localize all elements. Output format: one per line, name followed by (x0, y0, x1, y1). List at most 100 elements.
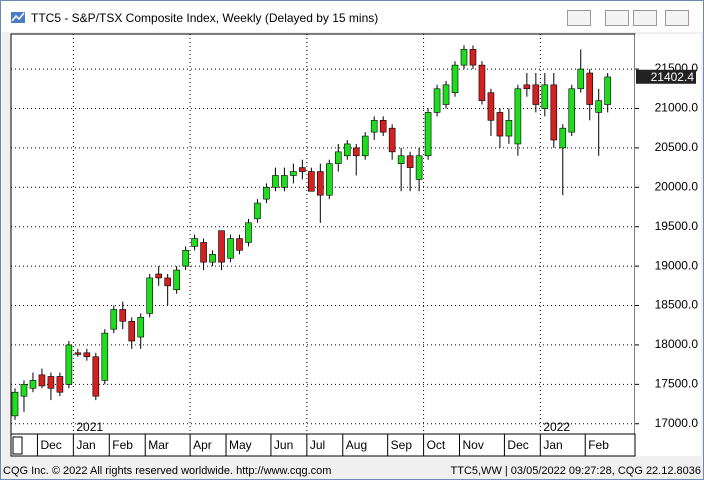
copyright: CQG Inc. © 2022 All rights reserved worl… (3, 465, 332, 477)
candle-body (236, 238, 243, 251)
y-tick-label: 18500.0 (655, 298, 699, 312)
time-axis (10, 433, 636, 457)
candle-body (83, 352, 91, 358)
candle-body (209, 253, 216, 263)
candle-body (397, 155, 405, 164)
candle-body (281, 175, 288, 188)
candle-body (532, 84, 540, 105)
x-tick-label: Jul (310, 438, 325, 452)
candle-body (65, 344, 73, 385)
x-tick-label: Jan (76, 438, 95, 452)
candle-body (451, 64, 459, 94)
candle-body (559, 127, 567, 149)
candle-body (415, 155, 423, 180)
axis-panel (635, 34, 701, 456)
candle-body (146, 277, 153, 314)
candle-body (20, 384, 28, 397)
candle-body (155, 273, 162, 279)
y-tick-label: 19000.0 (655, 258, 699, 272)
candle-body (263, 187, 270, 200)
candle-body (568, 88, 576, 133)
candle-body (577, 68, 585, 90)
candle-body (101, 332, 109, 381)
x-tick-label: Dec (40, 438, 61, 452)
candle-body (254, 202, 261, 220)
plot-area (10, 33, 636, 435)
chart: 17000.0 17500.0 18000.0 18500.0 19000.0 19500… (10, 33, 701, 457)
candle-body (200, 242, 207, 263)
candle-body (227, 238, 234, 259)
candle-body (343, 143, 351, 157)
window-title: TTC5 - S&P/TSX Composite Index, Weekly (… (31, 11, 379, 25)
x-tick-label: Jun (274, 438, 293, 452)
x-tick-label: Sep (391, 438, 413, 452)
x-tick-label: Dec (507, 438, 528, 452)
maximize-button[interactable] (633, 10, 657, 26)
candle-body (110, 309, 118, 330)
candle-body (541, 84, 549, 109)
candle-body (334, 151, 342, 164)
candle-body (433, 88, 441, 113)
candle-body (352, 147, 360, 157)
candle-body (38, 374, 46, 387)
candle-body (406, 155, 414, 168)
link-button[interactable] (567, 10, 591, 26)
candle-body (325, 163, 333, 196)
x-tick-label: Mar (148, 438, 169, 452)
y-tick-label: 20500.0 (655, 140, 699, 154)
minimize-button[interactable] (605, 10, 629, 26)
candle-body (164, 277, 171, 287)
candle-body (442, 84, 450, 105)
candle-body (514, 88, 522, 145)
x-tick-label: Aug (346, 438, 367, 452)
candle-body (218, 230, 225, 263)
y-tick-label: 17500.0 (655, 377, 699, 391)
candle-body (505, 120, 513, 137)
y-tick-label: 19500.0 (655, 219, 699, 233)
y-tick-label: 17000.0 (655, 416, 699, 430)
candle-body (191, 238, 198, 247)
candle-body (317, 171, 324, 196)
candle-body (586, 72, 594, 105)
candle-body (173, 269, 180, 291)
x-tick-label: Feb (112, 438, 133, 452)
candle-body (604, 76, 611, 105)
candle-body (290, 171, 297, 176)
candle-body (299, 167, 306, 172)
y-tick-label: 18000.0 (655, 337, 699, 351)
candle-body (11, 391, 19, 417)
app-icon (11, 12, 25, 23)
candle-body (523, 84, 531, 90)
candle-body (487, 92, 495, 121)
candle-body (361, 135, 369, 157)
candle-body (29, 380, 37, 389)
candle-body (370, 120, 378, 133)
status-info: TTC5,WW | 03/05/2022 09:27:28, CQG 22.12… (450, 465, 702, 477)
x-tick-label: Nov (463, 438, 484, 452)
candle-body (245, 222, 252, 243)
candle-body (92, 356, 100, 397)
candle-body (182, 250, 189, 267)
candle-body (379, 120, 387, 133)
candle-body (469, 49, 477, 66)
candle-body (74, 352, 82, 355)
y-tick-label: 21000.0 (655, 101, 699, 115)
candle-body (550, 84, 558, 141)
candle-body (496, 112, 504, 137)
candle-body (424, 112, 432, 157)
last-price-box (636, 69, 696, 84)
candle-body (47, 376, 55, 389)
close-button[interactable] (665, 10, 689, 26)
scroll-handle (12, 436, 23, 455)
status-bar: CQG Inc. © 2022 All rights reserved worl… (1, 462, 703, 479)
y-tick-label: 20000.0 (655, 179, 699, 193)
year-label: 2021 (76, 420, 103, 434)
x-tick-label: Jan (543, 438, 562, 452)
candle-body (56, 376, 64, 393)
last-price-label: 21402.4 (651, 70, 695, 84)
candle-body (128, 320, 136, 342)
x-tick-label: Feb (588, 438, 609, 452)
candle-body (308, 171, 315, 192)
x-tick-label: Oct (427, 438, 446, 452)
